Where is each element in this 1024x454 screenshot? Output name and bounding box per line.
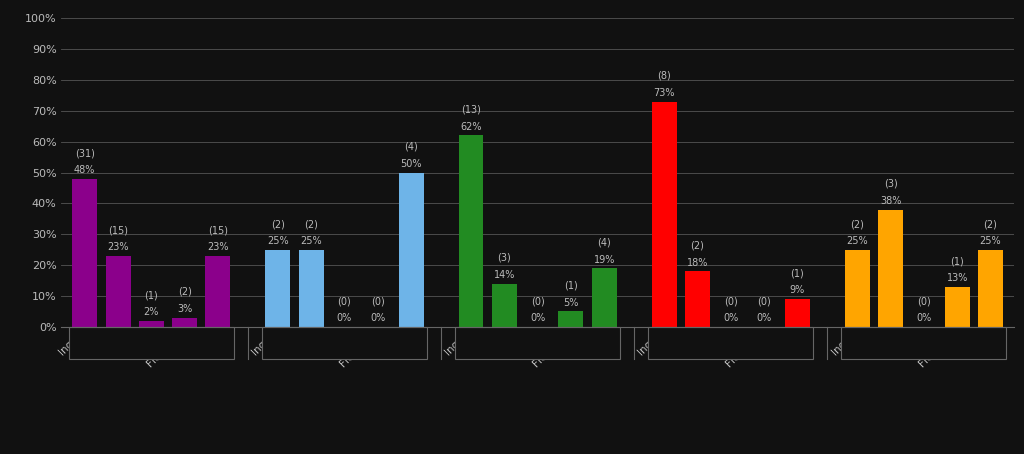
Bar — [945, 287, 970, 327]
Text: (31): (31) — [75, 148, 94, 158]
Bar — [558, 311, 584, 327]
Text: 62%: 62% — [460, 122, 481, 132]
Text: (8): (8) — [657, 71, 671, 81]
Text: 38%: 38% — [880, 196, 901, 206]
Text: (4): (4) — [404, 142, 418, 152]
Text: (2): (2) — [304, 219, 318, 229]
Bar — [73, 179, 97, 327]
Text: (0): (0) — [724, 296, 737, 306]
Text: (4): (4) — [597, 237, 611, 247]
Text: (2): (2) — [983, 219, 997, 229]
Bar — [139, 321, 164, 327]
Text: 50%: 50% — [400, 159, 422, 169]
Text: 0%: 0% — [916, 313, 932, 323]
Bar — [398, 173, 424, 327]
Bar — [105, 256, 130, 327]
Text: VO Malmö/Trelleborg: VO Malmö/Trelleborg — [476, 336, 599, 349]
Bar — [592, 268, 616, 327]
Bar — [651, 102, 677, 327]
Text: 5%: 5% — [563, 298, 579, 308]
Text: 25%: 25% — [980, 236, 1001, 246]
Text: 0%: 0% — [530, 313, 545, 323]
Text: VO Helsingborg: VO Helsingborg — [299, 336, 390, 349]
Text: VO Kristianstad: VO Kristianstad — [879, 336, 970, 349]
Text: (13): (13) — [461, 105, 481, 115]
Text: Total sammanställning: Total sammanställning — [85, 336, 218, 349]
Text: (0): (0) — [916, 296, 931, 306]
Text: (0): (0) — [338, 296, 351, 306]
Bar — [492, 284, 517, 327]
Text: 23%: 23% — [108, 242, 129, 252]
Bar — [978, 250, 1002, 327]
Text: (2): (2) — [271, 219, 285, 229]
Bar — [878, 210, 903, 327]
Text: 23%: 23% — [207, 242, 228, 252]
Bar — [206, 256, 230, 327]
Text: (0): (0) — [530, 296, 545, 306]
Text: (1): (1) — [564, 281, 578, 291]
Text: (2): (2) — [850, 219, 864, 229]
Text: 48%: 48% — [74, 165, 95, 175]
Bar — [685, 271, 710, 327]
Text: (1): (1) — [791, 268, 804, 278]
Text: 0%: 0% — [757, 313, 772, 323]
Text: 19%: 19% — [594, 255, 614, 265]
Text: 0%: 0% — [337, 313, 352, 323]
Text: 3%: 3% — [177, 304, 193, 314]
Text: 18%: 18% — [687, 257, 709, 267]
Bar — [784, 299, 810, 327]
Text: 2%: 2% — [143, 307, 159, 317]
Text: (0): (0) — [757, 296, 771, 306]
Text: 0%: 0% — [723, 313, 738, 323]
Text: 13%: 13% — [946, 273, 968, 283]
Text: (0): (0) — [371, 296, 385, 306]
Text: 0%: 0% — [370, 313, 385, 323]
Bar — [265, 250, 291, 327]
Text: 9%: 9% — [790, 286, 805, 296]
Bar — [845, 250, 869, 327]
Text: (3): (3) — [498, 253, 511, 263]
Text: (2): (2) — [690, 241, 705, 251]
Text: 25%: 25% — [300, 236, 322, 246]
Text: 25%: 25% — [847, 236, 868, 246]
Text: (3): (3) — [884, 179, 897, 189]
Text: 14%: 14% — [494, 270, 515, 280]
Text: 73%: 73% — [653, 88, 675, 98]
Bar — [299, 250, 324, 327]
Bar — [172, 318, 198, 327]
Bar — [459, 135, 483, 327]
Text: (15): (15) — [208, 225, 228, 235]
Text: (15): (15) — [109, 225, 128, 235]
Text: VO Lund: VO Lund — [706, 336, 756, 349]
Text: 25%: 25% — [267, 236, 289, 246]
Text: (1): (1) — [950, 256, 964, 266]
Text: (1): (1) — [144, 290, 159, 300]
Text: (2): (2) — [178, 287, 191, 297]
